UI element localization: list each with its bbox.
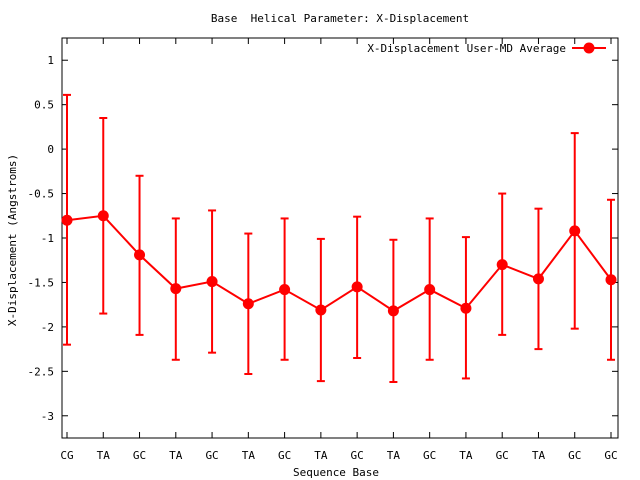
x-tick-label: TA [242,449,256,462]
y-tick-label: 1 [47,54,54,67]
legend: X-Displacement User-MD Average [367,42,606,55]
y-tick-label: 0 [47,143,54,156]
data-point [170,283,182,295]
x-tick-label: GC [604,449,617,462]
y-tick-label: -0.5 [28,188,55,201]
x-tick-label: TA [459,449,473,462]
plot-frame [61,37,619,439]
data-point [532,273,544,285]
data-point [605,274,617,286]
data-point [387,305,399,317]
x-tick-label: GC [423,449,436,462]
x-tick-label: TA [314,449,328,462]
x-tick-label: GC [278,449,291,462]
y-tick-label: -3 [41,410,54,423]
x-axis: CG TA GC TA GC TA GC TA GC TA GC TA GC TA GC GC [60,38,618,462]
x-tick-label: TA [532,449,546,462]
x-axis-label: Sequence Base [293,466,379,479]
data-point [134,249,146,261]
series-points [61,210,617,317]
data-point [569,225,581,237]
y-axis-label: X-Displacement (Angstroms) [6,154,19,326]
data-point [424,284,436,296]
x-tick-label: TA [387,449,401,462]
y-tick-label: 0.5 [34,99,54,112]
error-bars [63,93,615,383]
y-tick-label: -1.5 [28,276,55,289]
y-tick-label: -2.5 [28,365,55,378]
data-point [206,276,218,288]
y-tick-label: -1 [41,232,54,245]
x-tick-label: GC [205,449,218,462]
chart-title: Base Helical Parameter: X-Displacement [211,12,469,25]
y-axis: 1 0.5 0 -0.5 -1 -1.5 -2 -2.5 -3 [28,54,618,423]
data-point [496,259,508,271]
data-point [242,298,254,310]
x-tick-label: GC [496,449,509,462]
series-line [66,214,612,313]
data-point [351,281,363,293]
x-tick-label: TA [97,449,111,462]
y-tick-label: -2 [41,321,54,334]
data-point [460,302,472,314]
data-point [279,284,291,296]
x-tick-label: GC [568,449,581,462]
x-tick-label: GC [351,449,364,462]
x-tick-label: TA [169,449,183,462]
data-point [61,214,73,226]
legend-label: X-Displacement User-MD Average [367,42,566,55]
legend-marker [583,42,595,54]
data-point [315,304,327,316]
data-point [97,210,109,222]
x-tick-label: GC [133,449,146,462]
x-tick-label: CG [60,449,73,462]
